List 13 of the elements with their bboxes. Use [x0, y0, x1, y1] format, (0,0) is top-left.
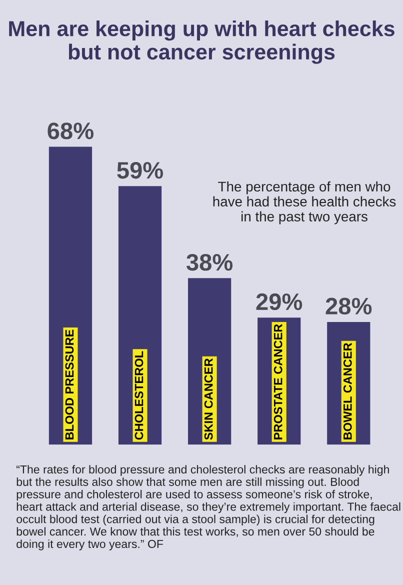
x-tick-label: CHOLESTEROL	[134, 351, 144, 440]
text: “The rates for blood pressure and cholesterol checks are reasonably high but the results also show that some men are still missing out. Blood pressure and cholesterol are used to assess someone’s risk of stroke, heart attack and arterial disease, so they’re extremely important. The faecal occult blood test (carried out via a stool sample) is crucial for detecting bowel cancer. We know that this test works, so men over 50 should be doing it every two years.” OF	[16, 465, 400, 550]
text: The percentage of men who have had these health checks in the past two years	[213, 181, 396, 224]
chart-title: Men are keeping up with heart checks but not cancer screenings	[9, 20, 394, 64]
data-label: 68%	[48, 122, 94, 140]
x-tick-label: BLOOD PRESSURE	[65, 330, 74, 440]
data-label: 38%	[186, 254, 233, 271]
x-tick-label: SKIN CANCER	[204, 358, 213, 440]
x-tick-label: BOWEL CANCER	[343, 342, 352, 440]
data-label: 28%	[326, 298, 372, 315]
data-label: 29%	[256, 293, 302, 310]
data-label: 59%	[117, 162, 164, 179]
x-tick-label: PROSTATE CANCER	[274, 324, 282, 440]
